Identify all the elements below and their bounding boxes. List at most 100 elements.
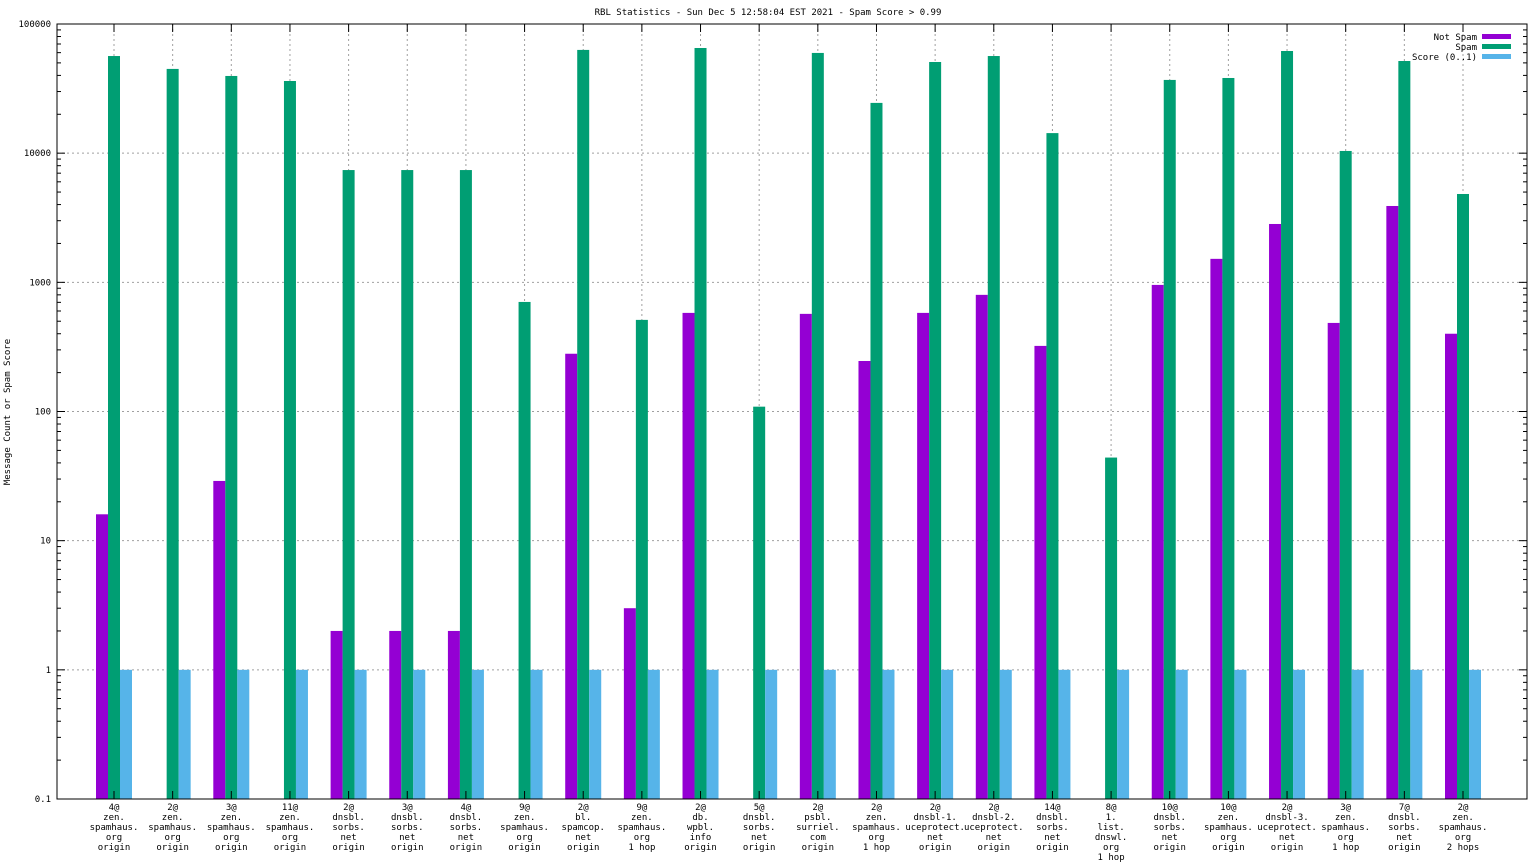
chart-title: RBL Statistics - Sun Dec 5 12:58:04 EST … [595, 8, 942, 18]
y-tick-label: 10000 [24, 149, 51, 159]
x-tick-label: 2@ dnsbl-2. uceprotect. net origin [964, 803, 1024, 853]
x-tick-label: 10@ dnsbl. sorbs. net origin [1153, 803, 1186, 853]
bar-not-spam [917, 312, 930, 799]
bar-not-spam [1386, 205, 1399, 799]
bar-spam [811, 52, 824, 800]
y-axis-label: Message Count or Spam Score [3, 339, 13, 485]
bar-spam [870, 102, 883, 799]
bar-spam [1105, 457, 1118, 799]
bar-spam [1398, 61, 1411, 800]
x-tick-label: 10@ zen. spamhaus. org origin [1204, 803, 1253, 853]
x-tick-label: 2@ db. wpbl. info origin [684, 803, 717, 853]
bar-spam [694, 47, 707, 799]
bar-not-spam [623, 608, 636, 799]
bar-score [295, 669, 308, 799]
bar-not-spam [1269, 223, 1282, 799]
x-tick-label: 2@ psbl. surriel. com origin [796, 803, 839, 853]
bar-score [1175, 669, 1188, 799]
bar-score [706, 669, 719, 799]
bar-spam [401, 170, 414, 800]
x-tick-label: 7@ dnsbl. sorbs. net origin [1388, 803, 1421, 853]
bar-spam [1281, 50, 1294, 800]
bar-spam [577, 49, 590, 799]
bar-not-spam [1034, 345, 1047, 799]
bar-spam [1457, 193, 1469, 799]
y-tick-label: 100000 [18, 20, 51, 30]
bar-score [765, 669, 778, 799]
bar-score [1117, 669, 1130, 799]
x-tick-label: 11@ zen. spamhaus. org origin [266, 803, 315, 853]
bar-score [823, 669, 836, 799]
bar-spam [987, 56, 1000, 799]
bar-score [413, 669, 426, 799]
bar-score [1293, 669, 1306, 799]
bar-spam [635, 319, 648, 799]
bar-spam [225, 75, 238, 800]
bar-not-spam [213, 480, 226, 799]
bar-not-spam [975, 294, 988, 799]
legend-swatch [1482, 54, 1511, 59]
bar-score [120, 669, 132, 799]
x-tick-label: 2@ zen. spamhaus. org 1 hop [852, 803, 901, 853]
bar-not-spam [1327, 322, 1340, 799]
bar-spam [1046, 133, 1059, 800]
bar-score [647, 669, 660, 799]
y-tick-label: 0.1 [35, 795, 51, 805]
legend-swatch [1482, 34, 1511, 39]
bar-not-spam [1151, 284, 1164, 799]
bar-score [999, 669, 1012, 799]
bar-spam [1163, 79, 1176, 799]
bar-spam [108, 56, 120, 799]
bar-spam [342, 170, 355, 800]
x-tick-label: 3@ dnsbl. sorbs. net origin [391, 803, 424, 853]
bar-score [1351, 669, 1364, 799]
bar-score [941, 669, 954, 799]
bar-spam [929, 61, 942, 799]
bar-not-spam [447, 630, 460, 799]
y-tick-label: 1 [46, 666, 51, 676]
bar-spam [459, 170, 472, 800]
x-tick-label: 4@ zen. spamhaus. org origin [90, 803, 139, 853]
y-tick-label: 100 [35, 408, 51, 418]
bar-spam [166, 68, 179, 799]
x-tick-label: 3@ zen. spamhaus. org 1 hop [1321, 803, 1370, 853]
bar-score [1234, 669, 1247, 799]
bar-not-spam [96, 514, 108, 799]
bar-not-spam [1445, 333, 1457, 799]
x-tick-label: 8@ 1. list. dnswl. org 1 hop [1095, 803, 1128, 863]
x-tick-label: 3@ zen. spamhaus. org origin [207, 803, 256, 853]
bar-spam [1339, 150, 1352, 799]
y-tick-label: 10 [40, 537, 51, 547]
legend-label: Score (0..1) [1412, 53, 1477, 63]
bar-not-spam [858, 361, 871, 799]
bar-score [882, 669, 895, 799]
bar-not-spam [799, 313, 812, 799]
bar-score [1058, 669, 1071, 799]
x-tick-label: 2@ zen. spamhaus. org origin [148, 803, 197, 853]
x-tick-label: 2@ dnsbl-1. uceprotect. net origin [905, 803, 965, 853]
bar-score [237, 669, 250, 799]
bar-spam [518, 301, 531, 799]
x-tick-label: 2@ zen. spamhaus. org 2 hops [1439, 803, 1488, 853]
x-tick-label: 4@ dnsbl. sorbs. net origin [450, 803, 483, 853]
x-tick-label: 9@ zen. spamhaus. org 1 hop [617, 803, 666, 853]
bar-not-spam [389, 630, 402, 799]
x-tick-label: 2@ bl. spamcop. net origin [562, 803, 605, 853]
bar-score [1469, 669, 1481, 799]
bar-not-spam [330, 630, 343, 799]
bar-score [178, 669, 191, 799]
bar-score [589, 669, 602, 799]
x-tick-label: 2@ dnsbl. sorbs. net origin [332, 803, 365, 853]
bar-not-spam [565, 353, 578, 799]
bar-score [354, 669, 367, 799]
y-tick-label: 1000 [29, 278, 51, 288]
legend-swatch [1482, 44, 1511, 49]
bar-not-spam [682, 312, 695, 799]
x-tick-label: 5@ dnsbl. sorbs. net origin [743, 803, 776, 853]
bar-score [530, 669, 543, 799]
bar-not-spam [1210, 258, 1223, 799]
x-tick-label: 14@ dnsbl. sorbs. net origin [1036, 803, 1069, 853]
bar-spam [1222, 77, 1235, 800]
x-tick-label: 9@ zen. spamhaus. org origin [500, 803, 549, 853]
